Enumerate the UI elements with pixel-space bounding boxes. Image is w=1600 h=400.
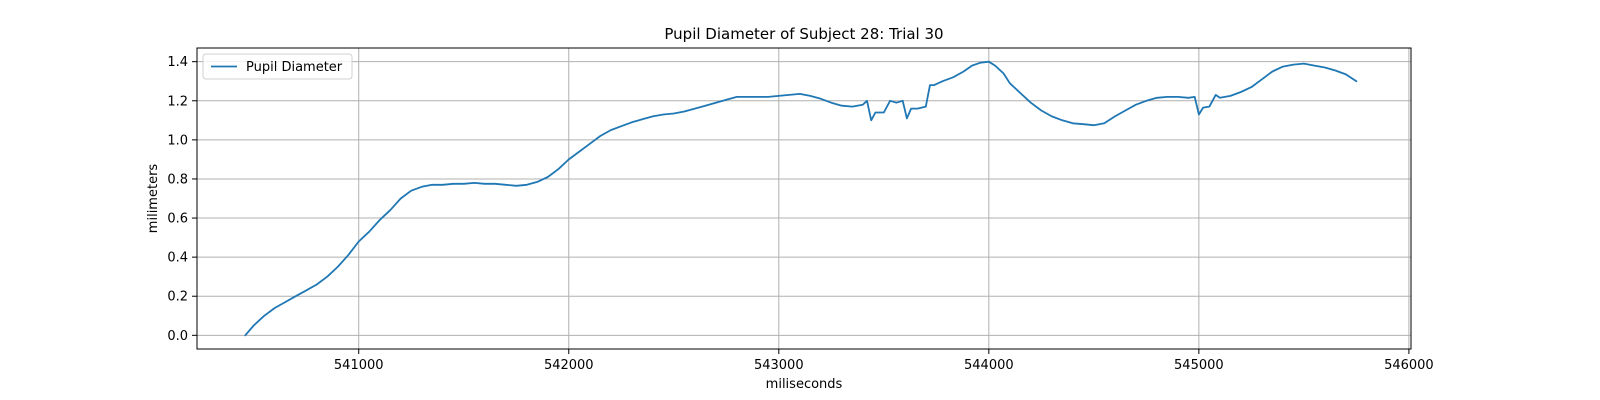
x-tick-label: 544000 [964,358,1014,373]
plot-area-frame [196,47,1412,350]
y-tick-label: 0.4 [167,251,188,266]
y-tick-label: 0.0 [167,329,188,344]
x-tick-label: 542000 [544,358,594,373]
y-tick-label: 0.8 [167,172,188,187]
legend-box [202,53,353,80]
y-tick-label: 1.4 [167,55,188,70]
grid-lines [197,48,1411,349]
y-tick-label: 0.2 [167,290,188,305]
x-tick-label: 543000 [754,358,804,373]
y-axis-ticks: 0.0 0.2 0.4 0.6 0.8 1.0 1.2 1.4 [167,55,197,344]
y-tick-label: 1.2 [167,94,188,109]
x-axis-ticks: 541000 542000 543000 544000 545000 546000 [334,349,1434,373]
legend: Pupil Diameter [202,53,353,80]
legend-label-pupil-diameter: Pupil Diameter [246,60,343,75]
series-layer [244,60,1358,337]
series-line-pupil-diameter [244,60,1358,337]
x-tick-label: 541000 [334,358,384,373]
y-axis-label: milimeters [146,164,161,234]
y-tick-label: 0.6 [167,212,188,227]
x-axis-label: miliseconds [766,377,843,392]
x-tick-label: 546000 [1384,358,1434,373]
chart-title: Pupil Diameter of Subject 28: Trial 30 [664,25,943,43]
x-tick-label: 545000 [1174,358,1224,373]
y-tick-label: 1.0 [167,133,188,148]
